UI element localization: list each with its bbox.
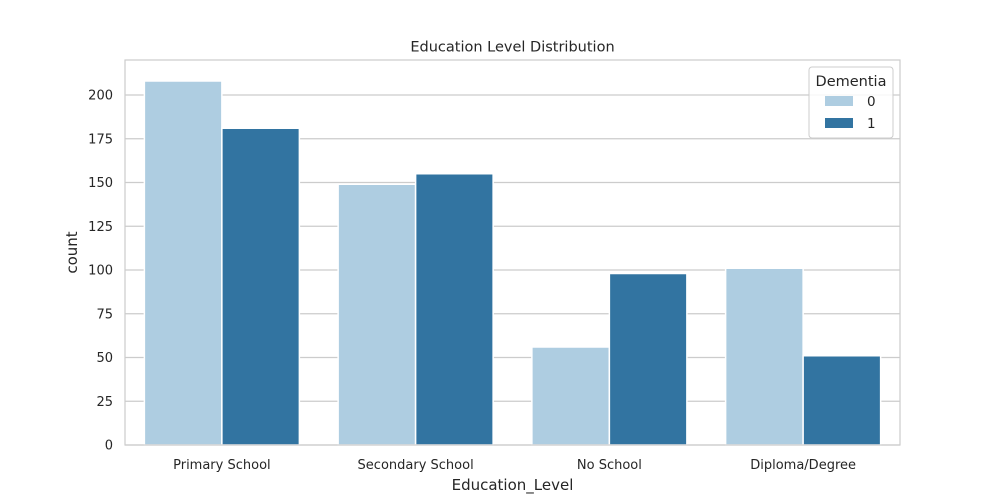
y-tick-label: 125	[88, 220, 113, 235]
bar-primary-school-series-1	[221, 127, 301, 446]
legend-label: 1	[867, 116, 876, 132]
chart-title: Education Level Distribution	[410, 40, 614, 56]
y-tick-label: 175	[88, 132, 113, 147]
y-tick-label: 0	[105, 439, 113, 454]
x-tick-label: Secondary School	[358, 458, 474, 473]
y-tick-label: 150	[88, 176, 113, 191]
bar-secondary-school-series-1	[414, 173, 494, 446]
legend-title: Dementia	[816, 74, 887, 90]
y-tick-label: 25	[96, 395, 113, 410]
bar-diploma-degree-series-0	[724, 267, 804, 446]
bar-primary-school-series-0	[143, 80, 223, 446]
legend-label: 0	[867, 94, 876, 110]
legend-swatch	[825, 118, 853, 128]
x-tick-label: Primary School	[173, 458, 271, 473]
y-axis-label: count	[63, 231, 81, 273]
y-axis: 0 25 50 75 100 125 150 175 200	[88, 89, 113, 454]
bar-no-school-series-0	[531, 346, 611, 446]
bars	[143, 80, 882, 446]
y-tick-label: 100	[88, 264, 113, 279]
x-axis: Primary School Secondary School No School D…	[173, 458, 856, 473]
x-tick-label: No School	[577, 458, 642, 473]
bar-no-school-series-1	[608, 272, 688, 446]
y-tick-label: 75	[96, 307, 113, 322]
legend: Dementia 0 1	[808, 66, 894, 139]
x-axis-label: Education_Level	[452, 476, 574, 495]
bar-diploma-degree-series-1	[802, 355, 882, 446]
y-tick-label: 50	[96, 351, 113, 366]
legend-swatch	[825, 96, 853, 106]
y-tick-label: 200	[88, 89, 113, 104]
x-tick-label: Diploma/Degree	[750, 458, 856, 473]
plot-frame	[124, 59, 901, 446]
bar-secondary-school-series-0	[337, 183, 417, 446]
